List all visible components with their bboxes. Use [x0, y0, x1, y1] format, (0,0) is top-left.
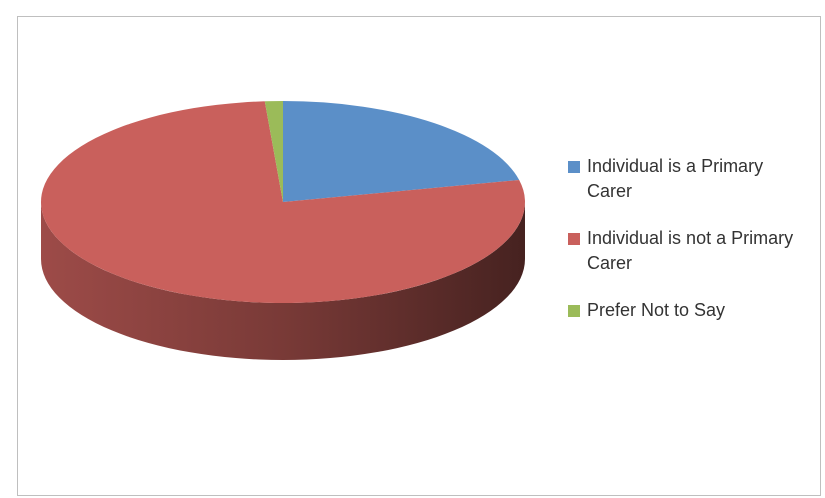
- legend-swatch: [568, 233, 580, 245]
- pie-slice: [283, 101, 520, 202]
- pie-slice: [40, 101, 525, 303]
- pie-side: [41, 202, 525, 360]
- legend-label: Individual is a Primary Carer: [587, 156, 764, 201]
- legend: Individual is a Primary Carer Individual …: [568, 154, 808, 345]
- legend-item: Individual is a Primary Carer: [568, 154, 808, 204]
- legend-label: Prefer Not to Say: [587, 300, 726, 320]
- legend-item: Individual is not a Primary Carer: [568, 226, 808, 276]
- legend-label: Individual is not a Primary Carer: [587, 228, 794, 273]
- legend-swatch: [568, 161, 580, 173]
- legend-swatch: [568, 305, 580, 317]
- chart-frame: [17, 16, 821, 496]
- legend-item: Prefer Not to Say: [568, 298, 808, 323]
- pie-slice: [264, 101, 283, 202]
